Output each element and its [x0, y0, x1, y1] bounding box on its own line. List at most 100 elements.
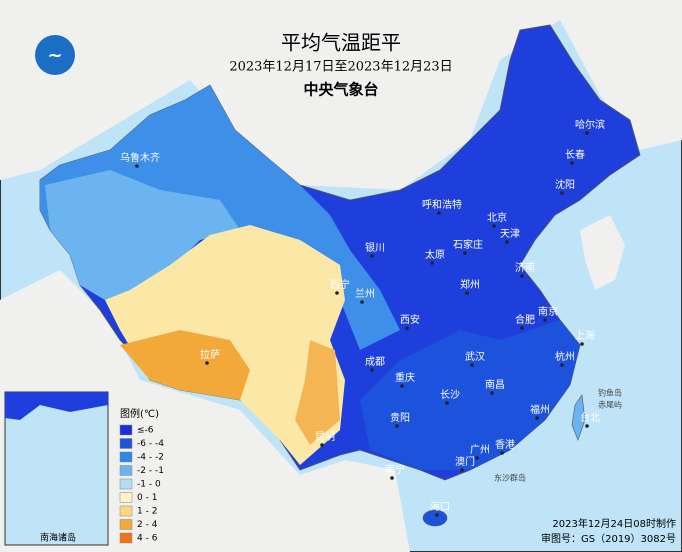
city-label: 台北 [580, 411, 600, 424]
city-dot [580, 342, 584, 346]
legend-label: -2 - -1 [137, 466, 164, 476]
city-label: 乌鲁木齐 [120, 151, 160, 164]
legend-label: 4 - 6 [137, 534, 158, 544]
city-label: 南京 [538, 305, 558, 318]
city-dot [585, 131, 589, 135]
legend-title: 图例(℃) [120, 407, 159, 420]
city-label: 福州 [530, 403, 550, 416]
city-dot [585, 424, 589, 428]
legend-label: -6 - -4 [137, 439, 164, 449]
city-label: 北京 [487, 211, 507, 224]
city-label: 天津 [500, 228, 520, 240]
city-dot [520, 274, 524, 278]
city-label: 南宁 [385, 463, 405, 476]
city-label: 澳门 [455, 455, 475, 468]
neighbor-land [0, 0, 682, 190]
city-label: 沈阳 [555, 178, 575, 191]
footer-approval: 审图号：GS（2019）3082号 [541, 532, 676, 545]
xinjiang-zone [45, 170, 240, 300]
legend-swatch [119, 465, 133, 476]
city-dot [560, 363, 564, 367]
city-dot [463, 251, 467, 255]
city-dot [475, 456, 479, 460]
korea [580, 215, 625, 290]
city-dot [205, 361, 209, 365]
city-dot [370, 368, 374, 372]
legend-swatch [119, 438, 133, 449]
legend-label: -1 - 0 [137, 480, 161, 490]
legend-swatch [119, 519, 133, 530]
city-dot [370, 254, 374, 258]
city-label: 上海 [575, 329, 595, 342]
city-dot [405, 326, 409, 330]
city-label: 拉萨 [200, 348, 220, 361]
date-range: 2023年12月17日至2023年12月23日 [229, 60, 452, 75]
city-dot [505, 240, 509, 244]
city-dot [437, 211, 441, 215]
city-dot [445, 401, 449, 405]
city-dot [492, 224, 496, 228]
city-dot [390, 476, 394, 480]
city-label: 南昌 [485, 378, 505, 391]
legend-label: 1 - 2 [137, 507, 157, 517]
city-label: 成都 [365, 356, 385, 368]
city-label: 香港 [495, 439, 515, 451]
city-label: 兰州 [355, 287, 375, 300]
city-label: 杭州 [555, 350, 575, 363]
city-dot [500, 451, 504, 455]
city-dot [435, 513, 439, 517]
hainan [422, 509, 448, 527]
legend-swatch [119, 424, 133, 436]
city-label: 银川 [365, 241, 385, 254]
agency: 中央气象台 [303, 81, 378, 99]
city-dot [430, 261, 434, 265]
city-dot [490, 391, 494, 395]
legend-label: -4 - -2 [137, 453, 164, 463]
title: 平均气温距平 [281, 31, 401, 55]
logo [35, 35, 75, 75]
city-label: 郑州 [460, 278, 480, 291]
yunnan-warm-zone [295, 340, 340, 445]
city-dot [520, 326, 524, 330]
city-label: 武汉 [465, 350, 485, 363]
tibet-warm-zone [120, 330, 250, 400]
city-dot [570, 161, 574, 165]
city-dot [135, 164, 139, 168]
legend-swatch [119, 505, 133, 517]
city-label: 合肥 [515, 313, 535, 326]
logo-mark: ~ [47, 45, 62, 66]
city-dot [400, 384, 404, 388]
inset-land [5, 392, 108, 420]
city-dot [560, 191, 564, 195]
city-dot [465, 291, 469, 295]
city-label: 哈尔滨 [575, 118, 605, 131]
city-dot [395, 424, 399, 428]
city-dot [470, 363, 474, 367]
city-dot [460, 468, 464, 472]
city-dot [535, 416, 539, 420]
legend-swatch [119, 478, 133, 490]
island-label: 赤尾屿 [598, 401, 622, 410]
legend-label: 0 - 1 [137, 493, 157, 503]
city-dot [335, 291, 339, 295]
city-label: 西安 [400, 313, 420, 326]
city-label: 重庆 [395, 371, 415, 384]
city-dot [543, 318, 547, 322]
legend-label: ≤-6 [137, 426, 154, 436]
legend-swatch [119, 451, 133, 463]
city-label: 贵阳 [390, 411, 410, 424]
city-label: 西宁 [330, 278, 350, 291]
city-label: 石家庄 [453, 238, 483, 251]
city-label: 海口 [430, 500, 450, 513]
city-label: 长沙 [440, 389, 460, 401]
city-label: 济南 [515, 261, 535, 274]
city-label: 太原 [425, 248, 445, 261]
legend-label: 2 - 4 [137, 520, 158, 530]
city-dot [360, 300, 364, 304]
legend: 图例(℃) ≤-6 -6 - -4 -4 - -2 -2 - -1 -1 - 0 0 - … [119, 407, 164, 544]
taiwan [571, 394, 586, 441]
footer-made: 2023年12月24日08时制作 [552, 517, 676, 530]
city-dot [320, 443, 324, 447]
legend-swatch [119, 532, 133, 544]
